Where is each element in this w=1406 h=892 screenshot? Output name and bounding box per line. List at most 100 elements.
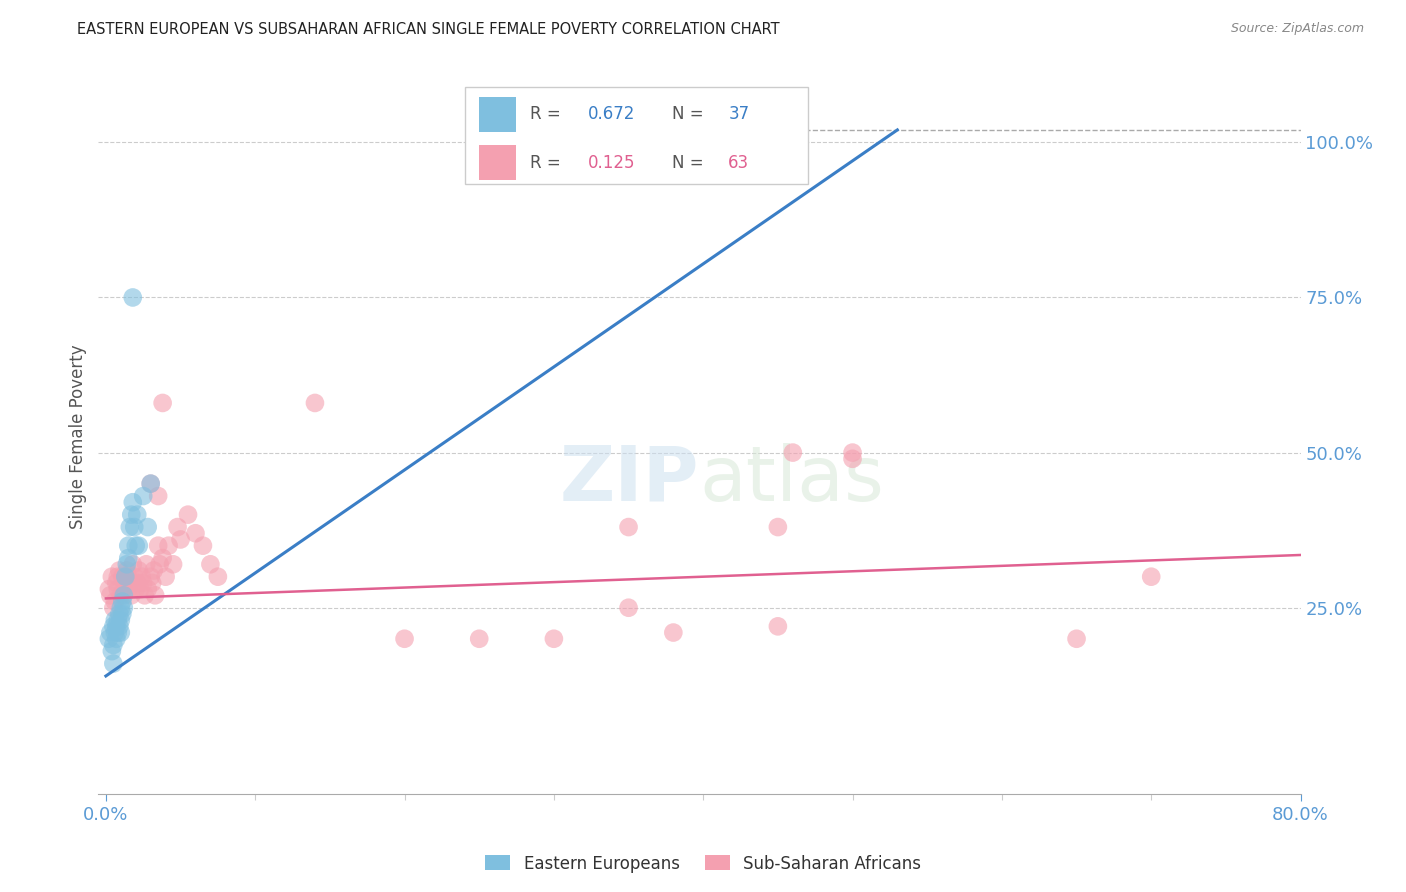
Point (191, 539, 214, 553)
Text: R =: R = (530, 105, 567, 123)
Point (117, 539, 139, 553)
Point (125, 582, 148, 596)
Point (103, 619, 125, 633)
Point (105, 575, 128, 590)
Point (118, 575, 141, 590)
Point (108, 619, 131, 633)
Point (115, 564, 138, 578)
Point (152, 551, 174, 566)
Point (125, 539, 148, 553)
Point (136, 520, 159, 534)
Point (110, 613, 132, 627)
Point (132, 489, 155, 503)
Point (128, 564, 150, 578)
Point (127, 508, 149, 522)
Point (98, 625, 121, 640)
Point (117, 551, 139, 566)
Point (104, 625, 127, 640)
Point (143, 588, 166, 602)
Point (110, 588, 132, 602)
Point (105, 632, 128, 646)
Point (120, 588, 142, 602)
Point (142, 564, 165, 578)
Point (121, 558, 143, 572)
Point (104, 594, 127, 608)
Point (139, 476, 162, 491)
Point (114, 570, 136, 584)
Text: 37: 37 (728, 105, 749, 123)
Point (118, 520, 141, 534)
Point (169, 533, 191, 547)
Point (107, 582, 129, 596)
Point (107, 570, 129, 584)
Point (112, 600, 135, 615)
Point (157, 539, 180, 553)
Point (104, 613, 127, 627)
Point (136, 582, 159, 596)
Point (662, 625, 685, 640)
Point (101, 570, 124, 584)
Text: 0.125: 0.125 (588, 153, 636, 171)
Point (108, 564, 131, 578)
Point (103, 600, 125, 615)
Point (162, 558, 184, 572)
Point (633, 136, 655, 150)
Y-axis label: Single Female Poverty: Single Female Poverty (69, 345, 87, 529)
Text: atlas: atlas (700, 443, 884, 516)
Point (111, 594, 134, 608)
Point (200, 558, 222, 572)
Point (110, 625, 132, 640)
Point (122, 520, 145, 534)
Point (101, 644, 124, 658)
Point (468, 632, 491, 646)
Point (112, 588, 135, 602)
Point (114, 575, 136, 590)
Point (129, 582, 152, 596)
Text: R =: R = (530, 153, 567, 171)
Text: ZIP: ZIP (560, 443, 700, 516)
Point (122, 570, 145, 584)
Point (121, 495, 143, 509)
Text: N =: N = (672, 105, 709, 123)
Point (1140, 570, 1163, 584)
Point (120, 508, 142, 522)
Text: Source: ZipAtlas.com: Source: ZipAtlas.com (1230, 22, 1364, 36)
Point (117, 570, 139, 584)
Point (105, 619, 128, 633)
Point (139, 570, 162, 584)
Point (184, 526, 207, 541)
Point (110, 600, 132, 615)
Text: 63: 63 (728, 153, 749, 171)
Text: N =: N = (672, 153, 709, 171)
Bar (479, 97, 516, 131)
Point (1066, 632, 1088, 646)
Point (149, 558, 172, 572)
Point (117, 582, 139, 596)
Point (177, 508, 200, 522)
Point (139, 476, 162, 491)
Point (121, 290, 143, 304)
Point (107, 613, 129, 627)
Bar (479, 145, 516, 179)
Point (97, 632, 120, 646)
Point (112, 582, 135, 596)
Point (617, 600, 640, 615)
Point (97, 582, 120, 596)
Point (841, 445, 863, 459)
Text: 0.672: 0.672 (588, 105, 636, 123)
Point (782, 445, 804, 459)
Point (98, 588, 121, 602)
Point (107, 625, 129, 640)
Point (134, 588, 156, 602)
Point (766, 619, 789, 633)
Point (115, 558, 138, 572)
Text: EASTERN EUROPEAN VS SUBSAHARAN AFRICAN SINGLE FEMALE POVERTY CORRELATION CHART: EASTERN EUROPEAN VS SUBSAHARAN AFRICAN S… (77, 22, 780, 37)
Point (766, 520, 789, 534)
Point (103, 638, 125, 652)
Point (127, 575, 149, 590)
Point (543, 632, 565, 646)
Point (135, 558, 157, 572)
Point (132, 575, 155, 590)
Point (131, 570, 153, 584)
Point (152, 396, 174, 410)
